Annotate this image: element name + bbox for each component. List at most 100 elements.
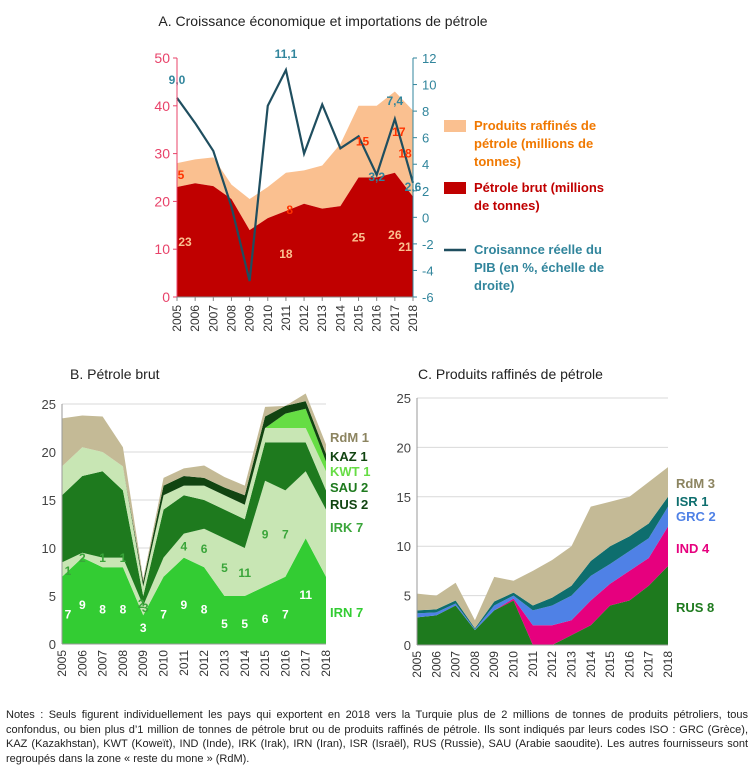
x-tick-label: 2016 [622,651,636,678]
chart-c: C. Produits raffinés de pétrole 0 5 10 15 20… [397,366,716,678]
x-tick-label: 2013 [217,650,231,677]
x-tick-label: 2010 [261,305,275,332]
x-tick-label: 2013 [564,651,578,678]
legend-label: GRC 2 [676,509,716,524]
x-tick-label: 2008 [224,305,238,332]
right-tick-label: -2 [422,237,434,252]
x-tick-label: 2017 [299,650,313,677]
x-tick-label: 2016 [278,650,292,677]
left-tick-label: 40 [154,98,170,114]
legend-label: PIB (en %, échelle de [474,260,604,275]
figure: A. Croissance économique et importations… [42,13,716,678]
crude-data-label: 23 [178,235,192,249]
legend-label: Croisannce réelle du [474,242,602,257]
x-tick-label: 2007 [96,650,110,677]
legend-label: Pétrole brut (millions [474,180,604,195]
right-tick-label: 8 [422,104,429,119]
x-tick-label: 2010 [157,650,171,677]
x-tick-label: 2018 [406,305,420,332]
irn-data-label: 5 [241,617,248,631]
irn-data-label: 8 [201,603,208,617]
x-tick-label: 2012 [297,305,311,332]
x-tick-label: 2015 [258,650,272,677]
area-series [417,506,668,631]
x-tick-label: 2016 [370,305,384,332]
legend-label: IRK 7 [330,520,363,535]
irk-data-label: 1 [120,551,127,565]
x-tick-label: 2008 [116,650,130,677]
right-tick-label: -6 [422,290,434,305]
legend-label: de tonnes) [474,198,540,213]
chart-c-title: C. Produits raffinés de pétrole [418,366,603,382]
chart-b-title: B. Pétrole brut [70,366,160,382]
right-tick-label: 2 [422,184,429,199]
x-tick-label: 2008 [468,651,482,678]
x-tick-label: 2006 [75,650,89,677]
irn-data-label: 7 [160,607,167,621]
irk-data-label: 2 [138,597,145,611]
crude-data-label: 26 [388,228,402,242]
irn-data-label: 3 [140,621,147,635]
right-tick-label: -4 [422,263,434,278]
y-tick-label: 10 [42,541,56,556]
irk-data-label: 11 [238,566,251,580]
left-tick-label: 50 [154,50,170,66]
area-series [417,565,668,645]
x-tick-label: 2011 [177,650,191,676]
irk-data-label: 1 [99,551,106,565]
irn-data-label: 7 [65,607,72,621]
x-tick-label: 2014 [584,651,598,678]
x-tick-label: 2007 [206,305,220,332]
x-tick-label: 2005 [55,650,69,677]
x-tick-label: 2015 [603,651,617,678]
x-tick-label: 2006 [429,651,443,678]
y-tick-label: 15 [42,493,56,508]
refined-data-label: 15 [356,135,370,149]
x-tick-label: 2015 [352,305,366,332]
x-tick-label: 2017 [642,651,656,678]
area-series-refined [177,91,413,231]
legend-label: RdM 3 [676,476,715,491]
legend-label: RUS 2 [330,497,368,512]
left-tick-label: 20 [154,193,170,209]
x-tick-label: 2009 [487,651,501,678]
area-series [417,496,668,630]
y-tick-label: 15 [397,490,411,505]
irn-data-label: 5 [221,617,228,631]
x-tick-label: 2010 [507,651,521,678]
x-tick-label: 2013 [315,305,329,332]
irk-data-label: 1 [65,564,72,578]
x-tick-label: 2009 [243,305,257,332]
legend-swatch [444,120,466,132]
right-tick-label: 6 [422,131,429,146]
irk-data-label: 7 [282,528,289,542]
irn-data-label: 8 [120,603,127,617]
x-tick-label: 2011 [526,651,540,677]
left-tick-label: 30 [154,146,170,162]
right-tick-label: 10 [422,78,436,93]
legend-label: ISR 1 [676,494,709,509]
irn-data-label: 9 [181,598,188,612]
refined-data-label: 18 [398,147,412,161]
area-series [62,538,326,644]
irk-data-label: 5 [221,561,228,575]
irn-data-label: 11 [299,588,312,602]
x-tick-label: 2018 [661,651,675,678]
x-tick-label: 2012 [197,650,211,677]
crude-data-label: 21 [398,240,412,254]
y-tick-label: 20 [397,440,411,455]
refined-data-label: 5 [178,168,185,182]
refined-data-label: 8 [286,203,293,217]
right-tick-label: 4 [422,157,429,172]
legend-label: KAZ 1 [330,449,368,464]
y-tick-label: 5 [404,589,411,604]
left-tick-label: 0 [162,289,170,305]
area-series [417,467,668,629]
x-tick-label: 2005 [410,651,424,678]
gdp-data-label: 7,4 [387,94,404,108]
irk-data-label: 3 [142,601,149,615]
x-tick-label: 2018 [319,650,333,677]
left-tick-label: 10 [154,241,170,257]
x-tick-label: 2012 [545,651,559,678]
